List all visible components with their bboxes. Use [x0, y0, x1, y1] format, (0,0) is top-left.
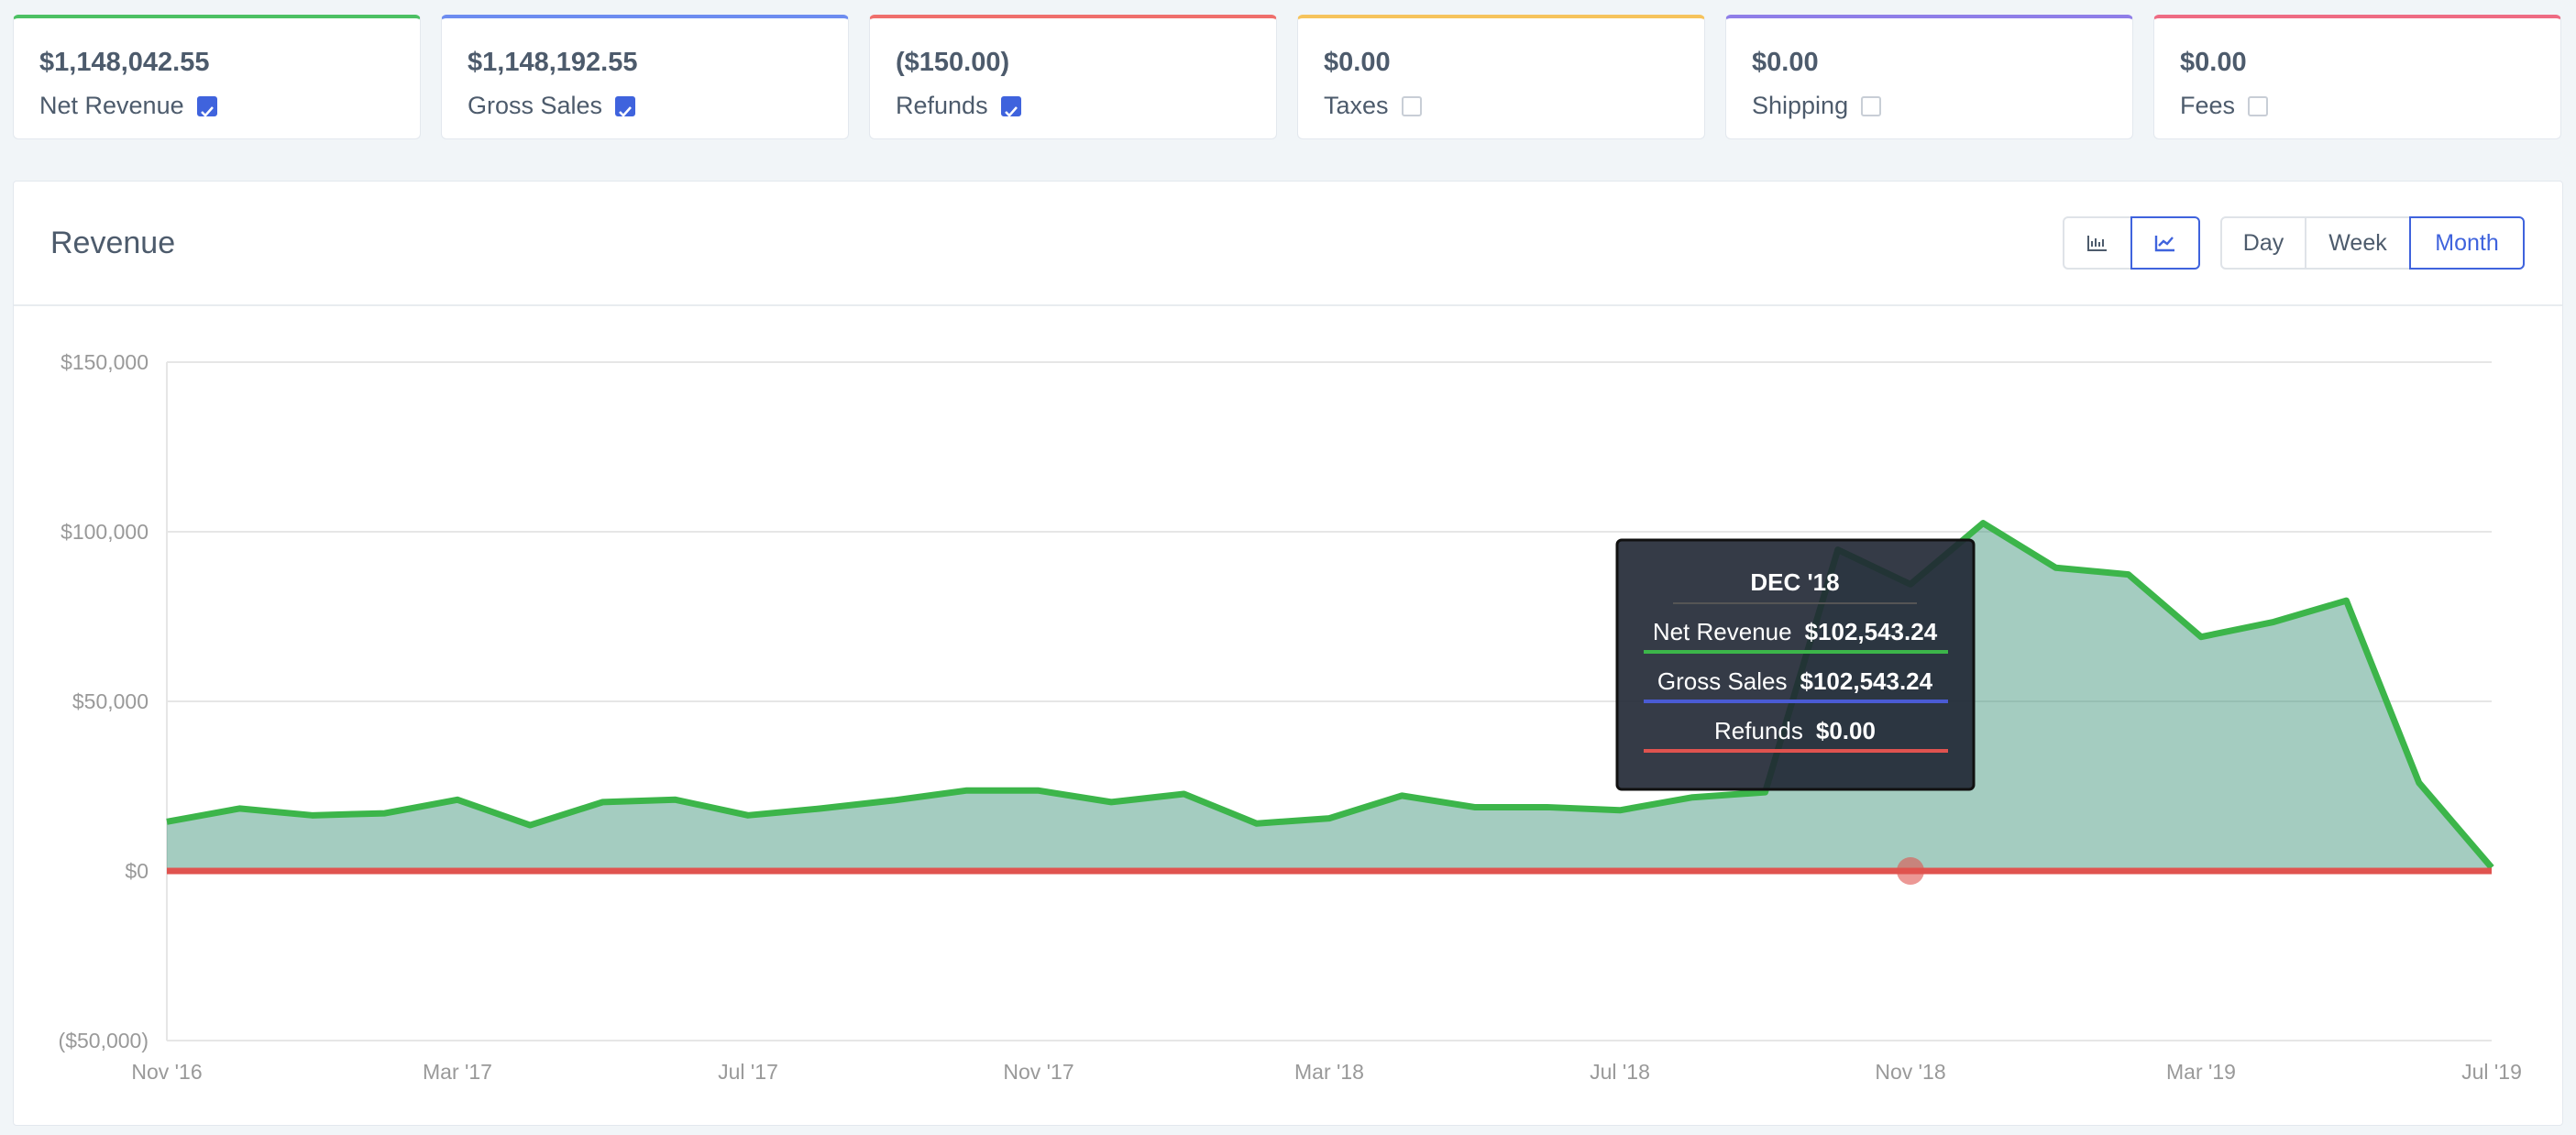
checkbox[interactable]: [1000, 95, 1021, 117]
card-value: $0.00: [2180, 48, 2247, 77]
card-value: $1,148,192.55: [468, 48, 638, 77]
series-line: [166, 520, 2494, 870]
card-label-row: Net Revenue: [39, 92, 217, 120]
x-tick-label: Nov '17: [1003, 1060, 1073, 1084]
tooltip-title: DEC '18: [1750, 568, 1839, 596]
x-tick-label: Nov '18: [1875, 1060, 1945, 1084]
stat-card: $0.00 Taxes: [1297, 15, 1705, 139]
card-value: $0.00: [1752, 48, 1819, 77]
card-label: Net Revenue: [39, 92, 184, 119]
card-value: $0.00: [1324, 48, 1391, 77]
card-value: $1,148,042.55: [39, 48, 210, 77]
x-tick-label: Jul '19: [2461, 1060, 2522, 1084]
card-value: ($150.00): [896, 48, 1010, 77]
y-tick-label: $0: [125, 859, 149, 883]
card-label-row: Taxes: [1324, 92, 1422, 120]
tooltip-label: Gross Sales: [1657, 667, 1788, 695]
hover-point: [1897, 857, 1924, 885]
checkbox[interactable]: [2248, 95, 2269, 116]
tooltip-row: Net Revenue $102,543.24: [1653, 618, 1938, 645]
tooltip-label: Refunds: [1714, 717, 1803, 744]
x-tick-label: Mar '19: [2166, 1060, 2236, 1084]
checkbox[interactable]: [1861, 95, 1882, 116]
chart: ($50,000) $0 $50,000 $100,000 $150,000 Nov '1…: [59, 350, 2522, 1084]
card-label-row: Shipping: [1752, 92, 1882, 120]
tooltip-value: $0.00: [1816, 717, 1876, 744]
check-mark: [200, 105, 214, 117]
tooltip-row: Refunds $0.00: [1714, 717, 1876, 744]
x-tick-label: Jul '18: [1590, 1060, 1650, 1084]
y-tick-label: $50,000: [72, 689, 149, 713]
card-label: Refunds: [896, 92, 988, 119]
checkbox[interactable]: [615, 95, 636, 117]
bar-icon: [2087, 236, 2107, 251]
revenue-panel: Revenue Day Week Month ($50,000) $0 $50,000 $…: [13, 181, 2563, 1126]
bar-chart-button[interactable]: [2063, 216, 2132, 270]
panel-header: Revenue Day Week Month: [14, 182, 2562, 306]
tooltip-label: Net Revenue: [1653, 618, 1792, 645]
panel-title: Revenue: [50, 226, 176, 260]
card-label-row: Gross Sales: [468, 92, 636, 120]
interval-button[interactable]: Day: [2220, 216, 2306, 270]
card-label: Taxes: [1324, 92, 1389, 119]
card-label-row: Fees: [2180, 92, 2269, 120]
stat-card: ($150.00) Refunds: [869, 15, 1277, 139]
checkbox[interactable]: [196, 95, 217, 117]
x-tick-label: Nov '16: [131, 1060, 202, 1084]
y-tick-label: $100,000: [61, 520, 149, 544]
x-tick-label: Jul '17: [718, 1060, 778, 1084]
line-chart-button[interactable]: [2130, 216, 2200, 270]
line-icon: [2154, 236, 2174, 252]
card-label: Shipping: [1752, 92, 1849, 119]
check-mark: [1004, 105, 1018, 117]
card-label: Fees: [2180, 92, 2236, 119]
tooltip-value: $102,543.24: [1800, 667, 1933, 695]
stat-card: $0.00 Shipping: [1725, 15, 2133, 139]
interval-button[interactable]: Month: [2409, 216, 2525, 270]
y-tick-label: $150,000: [61, 350, 149, 374]
checkbox[interactable]: [1401, 95, 1422, 116]
check-mark: [619, 105, 632, 117]
tooltip-value: $102,543.24: [1805, 618, 1938, 645]
stat-card: $1,148,192.55 Gross Sales: [441, 15, 849, 139]
y-tick-label: ($50,000): [59, 1029, 149, 1052]
card-label-row: Refunds: [896, 92, 1021, 120]
stat-card: $0.00 Fees: [2153, 15, 2561, 139]
tooltip-row: Gross Sales $102,543.24: [1657, 667, 1933, 695]
card-label: Gross Sales: [468, 92, 603, 119]
x-tick-label: Mar '18: [1294, 1060, 1364, 1084]
x-tick-label: Mar '17: [423, 1060, 492, 1084]
stat-card: $1,148,042.55 Net Revenue: [13, 15, 421, 139]
